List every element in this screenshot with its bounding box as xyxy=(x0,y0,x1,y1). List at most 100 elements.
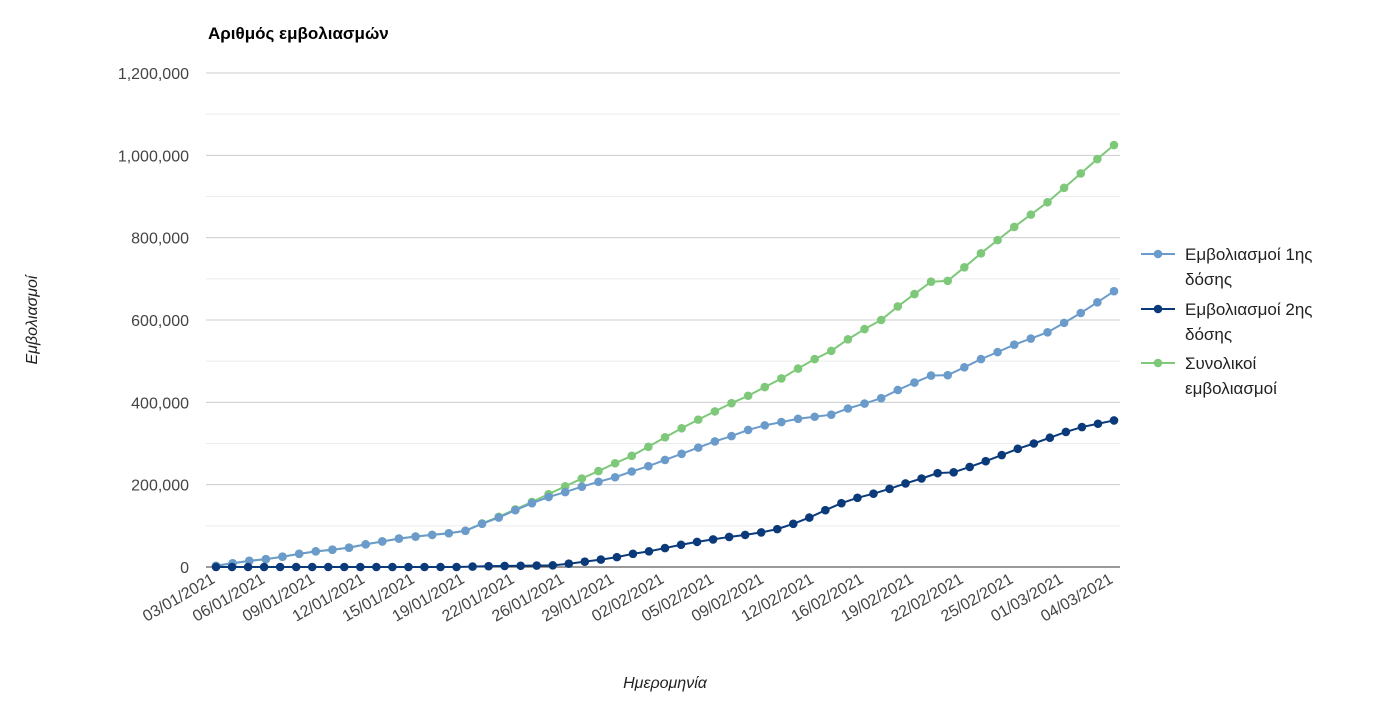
data-point[interactable] xyxy=(577,482,587,492)
data-point[interactable] xyxy=(843,404,853,413)
data-point[interactable] xyxy=(860,399,869,408)
data-point[interactable] xyxy=(560,487,570,497)
data-point[interactable] xyxy=(372,562,381,572)
data-point[interactable] xyxy=(411,532,420,541)
data-point[interactable] xyxy=(291,562,301,572)
data-point[interactable] xyxy=(261,554,271,564)
data-point[interactable] xyxy=(893,302,903,311)
data-point[interactable] xyxy=(727,398,736,408)
data-point[interactable] xyxy=(740,530,750,540)
data-point[interactable] xyxy=(901,479,910,488)
data-point[interactable] xyxy=(388,562,397,572)
data-point[interactable] xyxy=(610,472,620,482)
legend-item-3[interactable]: Συνολικοί εμβολιασμοί xyxy=(1141,354,1277,398)
data-point[interactable] xyxy=(323,562,333,572)
data-point[interactable] xyxy=(532,561,542,570)
data-point[interactable] xyxy=(777,417,786,427)
data-point[interactable] xyxy=(564,559,574,569)
data-point[interactable] xyxy=(628,549,638,559)
data-point[interactable] xyxy=(893,385,903,395)
data-point[interactable] xyxy=(1013,444,1023,454)
data-point[interactable] xyxy=(885,484,894,494)
data-point[interactable] xyxy=(756,528,766,537)
data-point[interactable] xyxy=(793,414,803,424)
data-point[interactable] xyxy=(1045,433,1055,443)
data-point[interactable] xyxy=(788,519,798,529)
data-point[interactable] xyxy=(843,335,853,344)
data-point[interactable] xyxy=(772,524,782,534)
data-point[interactable] xyxy=(377,537,387,546)
data-point[interactable] xyxy=(1043,197,1052,207)
data-point[interactable] xyxy=(644,461,653,471)
data-point[interactable] xyxy=(1093,154,1102,164)
data-point[interactable] xyxy=(580,557,590,566)
data-point[interactable] xyxy=(1009,222,1019,232)
data-point[interactable] xyxy=(1109,416,1119,425)
data-point[interactable] xyxy=(876,315,886,325)
data-point[interactable] xyxy=(427,530,437,540)
data-point[interactable] xyxy=(743,425,753,435)
data-point[interactable] xyxy=(793,364,803,373)
data-point[interactable] xyxy=(760,421,770,430)
data-point[interactable] xyxy=(869,489,878,499)
data-point[interactable] xyxy=(259,562,269,572)
data-point[interactable] xyxy=(677,449,686,459)
data-point[interactable] xyxy=(692,537,702,547)
data-point[interactable] xyxy=(404,562,413,572)
data-point[interactable] xyxy=(976,354,986,364)
data-point[interactable] xyxy=(644,547,654,556)
data-point[interactable] xyxy=(993,235,1002,245)
data-point[interactable] xyxy=(1043,328,1052,337)
data-point[interactable] xyxy=(627,467,637,476)
data-point[interactable] xyxy=(1109,140,1119,150)
data-point[interactable] xyxy=(660,455,670,465)
data-point[interactable] xyxy=(1109,286,1119,296)
data-point[interactable] xyxy=(1093,297,1102,307)
data-point[interactable] xyxy=(1093,419,1103,429)
data-point[interactable] xyxy=(436,562,445,572)
data-point[interactable] xyxy=(275,562,285,572)
data-point[interactable] xyxy=(993,347,1002,357)
data-point[interactable] xyxy=(693,415,703,424)
data-point[interactable] xyxy=(1026,210,1036,219)
data-point[interactable] xyxy=(943,276,953,286)
data-point[interactable] xyxy=(743,391,753,401)
data-point[interactable] xyxy=(660,543,670,553)
data-point[interactable] xyxy=(933,468,942,478)
data-point[interactable] xyxy=(500,561,509,571)
data-point[interactable] xyxy=(981,456,991,466)
data-point[interactable] xyxy=(805,513,814,522)
data-point[interactable] xyxy=(810,354,819,364)
data-point[interactable] xyxy=(710,437,720,446)
data-point[interactable] xyxy=(527,498,537,508)
data-point[interactable] xyxy=(394,534,404,543)
data-point[interactable] xyxy=(311,547,321,556)
data-point[interactable] xyxy=(1077,422,1087,432)
data-point[interactable] xyxy=(860,324,869,334)
data-point[interactable] xyxy=(708,535,718,544)
data-point[interactable] xyxy=(1076,308,1086,318)
data-point[interactable] xyxy=(356,562,365,572)
data-point[interactable] xyxy=(853,493,862,503)
data-point[interactable] xyxy=(710,407,720,416)
data-point[interactable] xyxy=(826,346,836,356)
data-point[interactable] xyxy=(837,498,846,508)
data-point[interactable] xyxy=(544,492,553,502)
data-point[interactable] xyxy=(610,458,620,468)
data-point[interactable] xyxy=(724,532,734,542)
data-point[interactable] xyxy=(361,540,370,549)
data-point[interactable] xyxy=(949,468,958,477)
data-point[interactable] xyxy=(484,561,493,571)
data-point[interactable] xyxy=(516,561,525,571)
data-point[interactable] xyxy=(420,562,429,572)
data-point[interactable] xyxy=(976,249,986,258)
data-point[interactable] xyxy=(243,562,253,572)
data-point[interactable] xyxy=(876,393,886,403)
data-point[interactable] xyxy=(596,555,606,564)
data-point[interactable] xyxy=(1059,318,1069,328)
data-point[interactable] xyxy=(328,545,337,555)
data-point[interactable] xyxy=(943,370,953,380)
data-point[interactable] xyxy=(926,277,936,287)
data-point[interactable] xyxy=(339,562,349,572)
data-point[interactable] xyxy=(676,540,686,550)
